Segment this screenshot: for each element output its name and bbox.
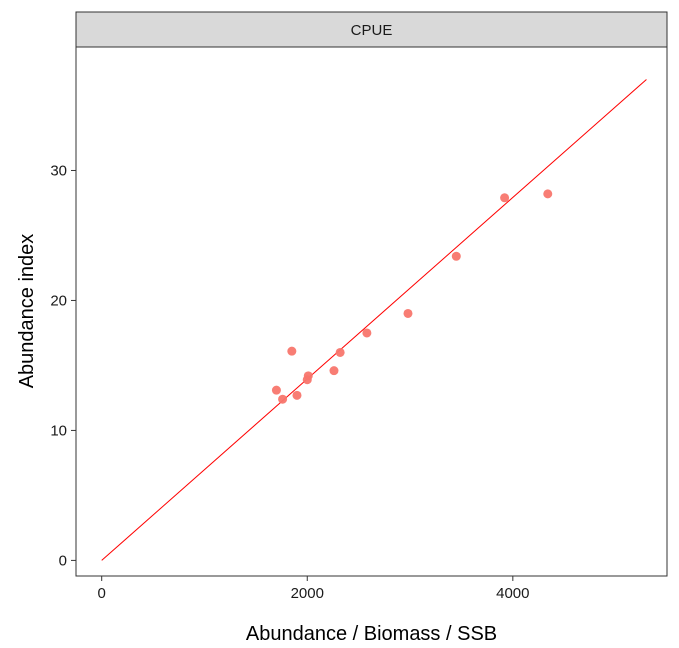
y-tick-label: 10: [50, 422, 67, 439]
data-point: [271, 385, 281, 395]
x-tick-label: 0: [98, 585, 106, 602]
data-point: [287, 346, 297, 356]
x-tick-label: 4000: [496, 585, 529, 602]
data-point: [303, 371, 313, 381]
data-point: [329, 366, 339, 376]
data-point: [403, 308, 413, 318]
y-tick-label: 20: [50, 292, 67, 309]
y-tick-label: 30: [50, 162, 67, 179]
y-axis: 0 10 20 30: [50, 162, 76, 569]
y-tick-label: 0: [59, 552, 67, 569]
data-point: [362, 328, 372, 338]
data-point: [278, 394, 288, 404]
fit-line-layer: [101, 79, 647, 561]
x-axis-title: Abundance / Biomass / SSB: [246, 623, 497, 645]
data-point: [451, 251, 461, 261]
data-point: [543, 189, 553, 199]
fit-line: [101, 79, 647, 561]
facet-strip-label: CPUE: [351, 22, 393, 39]
data-point: [335, 347, 345, 357]
data-point: [500, 193, 510, 203]
scatter-points: [271, 189, 553, 404]
plot-panel: [75, 46, 668, 577]
data-point: [292, 390, 302, 400]
x-tick-label: 2000: [291, 585, 324, 602]
facet-strip: [75, 11, 668, 48]
x-axis: 0 2000 4000: [98, 576, 530, 602]
y-axis-title: Abundance index: [16, 234, 38, 389]
